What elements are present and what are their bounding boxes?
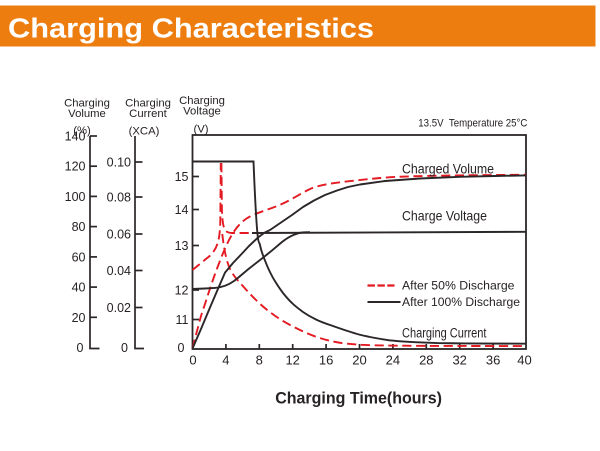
svg-text:0: 0 xyxy=(178,341,185,355)
svg-text:(V): (V) xyxy=(193,124,208,136)
svg-text:Charged Volume: Charged Volume xyxy=(402,161,494,176)
svg-text:Charging: Charging xyxy=(179,95,225,107)
svg-text:24: 24 xyxy=(386,353,400,368)
svg-text:After 100% Discharge: After 100% Discharge xyxy=(402,295,520,309)
svg-text:Voltage: Voltage xyxy=(183,106,221,118)
svg-text:Volume: Volume xyxy=(68,108,106,120)
svg-text:13: 13 xyxy=(175,239,189,253)
svg-text:12: 12 xyxy=(175,284,189,298)
svg-text:Charging: Charging xyxy=(125,98,171,110)
svg-text:20: 20 xyxy=(352,353,366,368)
svg-text:15: 15 xyxy=(175,170,189,184)
svg-text:14: 14 xyxy=(175,203,189,217)
svg-text:12: 12 xyxy=(285,353,299,368)
svg-text:120: 120 xyxy=(65,160,86,174)
svg-text:0: 0 xyxy=(121,341,128,355)
svg-text:Charging: Charging xyxy=(64,98,110,110)
svg-text:20: 20 xyxy=(72,311,86,325)
svg-text:36: 36 xyxy=(486,353,500,368)
svg-text:Current: Current xyxy=(129,108,168,120)
svg-text:13.5V Temperature 25°C: 13.5V Temperature 25°C xyxy=(418,118,527,130)
svg-text:0.04: 0.04 xyxy=(107,264,131,278)
svg-text:40: 40 xyxy=(72,281,86,295)
svg-text:32: 32 xyxy=(452,353,466,368)
svg-text:140: 140 xyxy=(65,130,86,144)
svg-text:0.08: 0.08 xyxy=(107,191,131,205)
svg-text:Charging Time(hours): Charging Time(hours) xyxy=(275,388,442,407)
svg-text:0: 0 xyxy=(77,341,84,355)
svg-text:Charge Voltage: Charge Voltage xyxy=(402,209,487,224)
svg-text:(%): (%) xyxy=(73,125,91,137)
svg-text:0.02: 0.02 xyxy=(107,301,131,315)
svg-text:After 50% Discharge: After 50% Discharge xyxy=(402,278,515,292)
svg-text:40: 40 xyxy=(517,353,531,368)
svg-text:Charging Current: Charging Current xyxy=(402,325,487,340)
svg-text:Charging Characteristics: Charging Characteristics xyxy=(8,13,374,44)
svg-text:80: 80 xyxy=(72,220,86,234)
svg-text:(XCA): (XCA) xyxy=(129,126,160,138)
svg-text:4: 4 xyxy=(222,353,229,368)
svg-text:100: 100 xyxy=(65,190,86,204)
svg-text:16: 16 xyxy=(319,353,333,368)
svg-text:11: 11 xyxy=(176,313,189,327)
svg-text:0: 0 xyxy=(189,353,196,368)
svg-text:28: 28 xyxy=(419,353,433,368)
svg-text:0.10: 0.10 xyxy=(107,156,131,170)
svg-text:0.06: 0.06 xyxy=(107,228,131,242)
svg-text:60: 60 xyxy=(72,250,86,264)
svg-text:8: 8 xyxy=(256,353,263,368)
